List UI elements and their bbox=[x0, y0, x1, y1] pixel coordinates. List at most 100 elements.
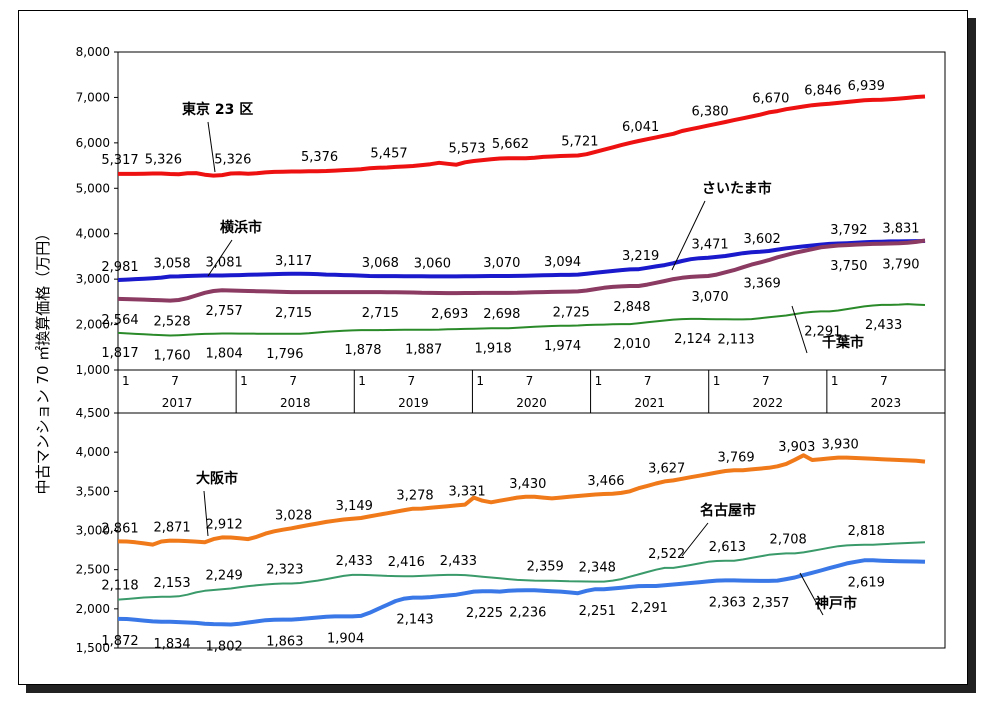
data-label: 3,471 bbox=[691, 238, 728, 253]
data-label: 5,317 bbox=[101, 153, 138, 168]
month-label: 1 bbox=[713, 374, 721, 388]
data-label: 2,613 bbox=[709, 540, 746, 555]
month-label: 7 bbox=[171, 374, 179, 388]
series-line bbox=[118, 94, 926, 178]
month-label: 1 bbox=[595, 374, 603, 388]
y-tick-label: 7,000 bbox=[76, 90, 110, 104]
data-label: 2,715 bbox=[362, 306, 399, 321]
data-label: 2,143 bbox=[396, 613, 433, 628]
y-tick-label: 4,000 bbox=[76, 445, 110, 459]
month-label: 7 bbox=[289, 374, 297, 388]
data-label: 3,750 bbox=[830, 259, 867, 274]
data-label: 3,369 bbox=[744, 276, 781, 291]
lower-panel: 1,500 2,000 2,500 3,000 3,500 4,000 4,500 2,861… bbox=[76, 406, 946, 655]
data-label: 3,430 bbox=[509, 477, 546, 492]
series-line bbox=[117, 558, 926, 627]
data-label: 2,291 bbox=[804, 324, 841, 339]
data-label: 2,698 bbox=[483, 307, 520, 322]
data-label: 3,094 bbox=[544, 255, 581, 270]
data-label: 3,070 bbox=[691, 290, 728, 305]
data-label: 2,433 bbox=[336, 554, 373, 569]
data-label: 2,359 bbox=[527, 560, 564, 575]
year-label: 2021 bbox=[634, 396, 665, 410]
data-label: 3,060 bbox=[414, 256, 451, 271]
data-label: 3,602 bbox=[744, 232, 781, 247]
month-label: 1 bbox=[122, 374, 130, 388]
data-label: 3,790 bbox=[882, 257, 919, 272]
data-label: 1,918 bbox=[475, 341, 512, 356]
data-label: 3,903 bbox=[778, 440, 815, 455]
data-label: 3,028 bbox=[275, 508, 312, 523]
data-label: 5,326 bbox=[145, 152, 182, 167]
month-label: 7 bbox=[880, 374, 888, 388]
data-label: 3,149 bbox=[336, 499, 373, 514]
data-label: 2,433 bbox=[865, 318, 902, 333]
series-line bbox=[117, 453, 926, 547]
month-label: 7 bbox=[408, 374, 416, 388]
data-label: 3,930 bbox=[822, 438, 859, 453]
time-axis: 2017 2018 2019 2020 2021 2022 2023 1 7 1 7 1 7 1 7 1 7 1 7… bbox=[117, 369, 946, 414]
data-label: 2,291 bbox=[631, 601, 668, 616]
y-tick-label: 3,000 bbox=[76, 524, 110, 538]
month-label: 1 bbox=[358, 374, 366, 388]
month-label: 1 bbox=[476, 374, 484, 388]
y-tick-label: 1,500 bbox=[76, 641, 110, 655]
y-tick-label: 2,000 bbox=[76, 602, 110, 616]
series-name: 大阪市 bbox=[196, 470, 238, 487]
series-line bbox=[117, 238, 926, 303]
data-label: 1,804 bbox=[206, 346, 243, 361]
data-label: 2,708 bbox=[770, 532, 807, 547]
y-tick-label: 1,000 bbox=[76, 363, 110, 377]
month-label: 1 bbox=[831, 374, 839, 388]
data-label: 2,113 bbox=[717, 332, 754, 347]
y-axis-label: 中古マンション 70 ㎡換算価格（万円） bbox=[34, 226, 52, 495]
y-tick-label: 4,000 bbox=[76, 227, 110, 241]
series-name: 横浜市 bbox=[220, 219, 262, 236]
data-label: 5,721 bbox=[561, 135, 598, 150]
data-label: 6,670 bbox=[752, 91, 789, 106]
data-label: 3,831 bbox=[882, 221, 919, 236]
y-tick-label: 2,500 bbox=[76, 563, 110, 577]
year-label: 2020 bbox=[516, 396, 547, 410]
series-name: 名古屋市 bbox=[700, 502, 756, 519]
data-label: 3,792 bbox=[830, 223, 867, 238]
data-label: 2,433 bbox=[440, 554, 477, 569]
series-leader-line bbox=[203, 490, 209, 537]
data-label: 6,380 bbox=[691, 105, 728, 120]
month-label: 1 bbox=[240, 374, 248, 388]
year-label: 2023 bbox=[871, 396, 902, 410]
data-label: 6,939 bbox=[848, 79, 885, 94]
data-label: 2,010 bbox=[613, 337, 650, 352]
series-line bbox=[117, 239, 926, 282]
y-tick-label: 6,000 bbox=[76, 136, 110, 150]
data-label: 5,662 bbox=[492, 137, 529, 152]
y-tick-label: 8,000 bbox=[76, 45, 110, 59]
data-label: 2,522 bbox=[648, 547, 685, 562]
data-label: 3,058 bbox=[153, 257, 190, 272]
year-label: 2017 bbox=[162, 396, 193, 410]
data-label: 2,619 bbox=[848, 575, 885, 590]
series-leader-line bbox=[671, 200, 706, 271]
data-label: 2,848 bbox=[613, 300, 650, 315]
data-label: 2,861 bbox=[101, 521, 138, 536]
data-label: 2,118 bbox=[101, 579, 138, 594]
data-label: 2,225 bbox=[466, 606, 503, 621]
month-label: 7 bbox=[526, 374, 534, 388]
data-label: 3,466 bbox=[587, 474, 624, 489]
data-label: 2,124 bbox=[674, 332, 711, 347]
data-label: 2,725 bbox=[553, 306, 590, 321]
y-tick-label: 3,000 bbox=[76, 272, 110, 286]
data-label: 3,627 bbox=[648, 461, 685, 476]
data-label: 5,326 bbox=[214, 152, 251, 167]
data-label: 2,981 bbox=[101, 260, 138, 275]
data-label: 1,872 bbox=[101, 634, 138, 649]
data-label: 3,219 bbox=[622, 249, 659, 264]
data-label: 2,363 bbox=[709, 595, 746, 610]
y-tick-label: 2,000 bbox=[76, 318, 110, 332]
data-label: 3,278 bbox=[396, 489, 433, 504]
data-label: 1,863 bbox=[266, 635, 303, 650]
series-name: さいたま市 bbox=[702, 180, 772, 197]
data-label: 1,878 bbox=[344, 343, 381, 358]
series-line bbox=[117, 541, 926, 601]
